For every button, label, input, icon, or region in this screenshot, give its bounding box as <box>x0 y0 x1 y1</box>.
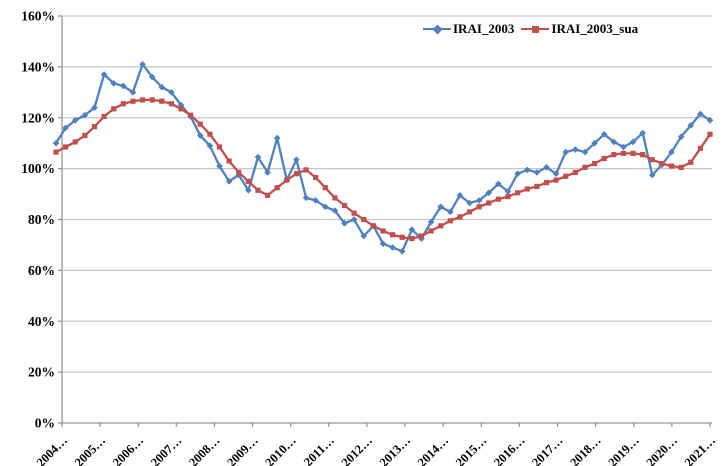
svg-text:2015…: 2015… <box>453 433 489 466</box>
legend-swatch-red-square <box>521 22 550 36</box>
diamond-marker-icon <box>432 24 443 35</box>
svg-text:2020…: 2020… <box>644 433 680 466</box>
svg-text:100%: 100% <box>21 161 55 176</box>
svg-text:2007…: 2007… <box>148 433 184 466</box>
y-axis-labels: 0% 20% 40% 60% 80% 100% 120% 140% 160% <box>21 9 62 431</box>
legend-item-irai-2003-sua: IRAI_2003_sua <box>521 21 638 37</box>
svg-text:2011…: 2011… <box>301 433 337 466</box>
svg-text:2013…: 2013… <box>377 433 413 466</box>
svg-text:2006…: 2006… <box>110 433 146 466</box>
svg-text:2021…: 2021… <box>682 433 718 466</box>
svg-text:20%: 20% <box>28 365 55 380</box>
svg-text:0%: 0% <box>35 416 55 431</box>
x-axis-labels: 2004… 2005… 2006… 2007… 2008… 2009… 2010… 2011…… <box>34 423 718 466</box>
svg-text:2005…: 2005… <box>72 433 108 466</box>
svg-text:60%: 60% <box>28 263 55 278</box>
svg-text:2016…: 2016… <box>491 433 527 466</box>
svg-text:2008…: 2008… <box>186 433 222 466</box>
square-marker-icon <box>532 26 540 33</box>
legend-item-irai-2003: IRAI_2003 <box>423 21 514 37</box>
svg-text:80%: 80% <box>28 212 55 227</box>
svg-text:140%: 140% <box>21 59 55 74</box>
svg-text:40%: 40% <box>28 314 55 329</box>
svg-text:2004…: 2004… <box>34 433 70 466</box>
legend-label-irai-2003-sua: IRAI_2003_sua <box>551 21 639 36</box>
svg-text:160%: 160% <box>21 9 55 24</box>
legend-label-irai-2003: IRAI_2003 <box>453 21 515 36</box>
svg-text:2017…: 2017… <box>529 433 565 466</box>
series-IRAI_2003_sua <box>53 97 713 242</box>
svg-text:2019…: 2019… <box>605 433 641 466</box>
series-IRAI_2003 <box>52 61 714 255</box>
gridlines <box>62 15 712 373</box>
svg-text:2009…: 2009… <box>224 433 260 466</box>
legend-swatch-blue-diamond <box>423 22 451 36</box>
svg-text:2014…: 2014… <box>415 433 451 466</box>
svg-text:2010…: 2010… <box>262 433 298 466</box>
svg-text:120%: 120% <box>21 110 55 125</box>
chart-legend: IRAI_2003 IRAI_2003_sua <box>423 21 645 37</box>
svg-text:2018…: 2018… <box>567 433 603 466</box>
svg-text:2012…: 2012… <box>339 433 375 466</box>
